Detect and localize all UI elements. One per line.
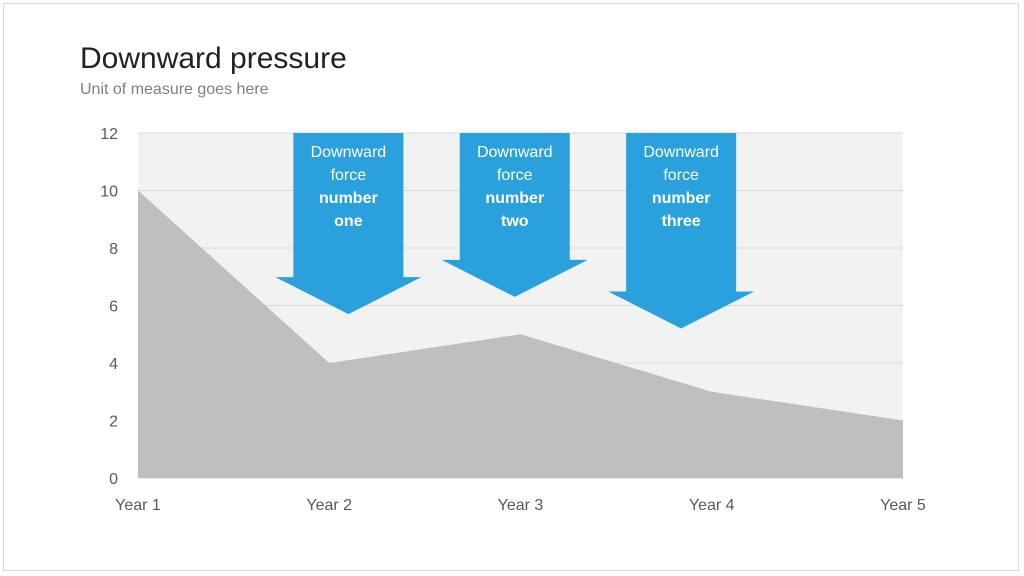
area-series [138, 190, 903, 478]
arrow-label-line: Downward [643, 144, 719, 161]
y-tick-label: 0 [109, 471, 118, 488]
y-axis-tick-labels: 0 2 4 6 8 10 12 [100, 126, 118, 488]
arrow-label-line: force [331, 167, 367, 184]
arrow-label-line: Downward [311, 144, 387, 161]
downward-arrow: Downward force number two [441, 133, 588, 297]
y-tick-label: 4 [109, 356, 118, 373]
y-tick-label: 2 [109, 414, 118, 431]
arrow-shape [441, 133, 588, 297]
arrow-shape [608, 133, 755, 329]
y-tick-label: 12 [100, 126, 118, 143]
arrow-label-line: Downward [477, 144, 553, 161]
arrow-label-line: one [334, 213, 363, 230]
y-tick-label: 8 [109, 241, 118, 258]
y-tick-label: 10 [100, 184, 118, 201]
arrow-label-line: number [485, 190, 544, 207]
downward-arrow: Downward force number one [275, 133, 422, 315]
arrow-label-line: force [663, 167, 699, 184]
arrow-label-line: number [652, 190, 711, 207]
x-axis-tick-labels: Year 1 Year 2 Year 3 Year 4 Year 5 [115, 497, 926, 514]
x-tick-label: Year 4 [689, 497, 735, 514]
slide-title: Downward pressure [80, 42, 347, 75]
downward-arrow: Downward force number three [608, 133, 755, 329]
arrow-label-line: two [501, 213, 529, 230]
arrow-label-line: three [662, 213, 701, 230]
arrow-label-line: force [497, 167, 533, 184]
y-tick-label: 6 [109, 299, 118, 316]
x-tick-label: Year 3 [498, 497, 544, 514]
x-tick-label: Year 1 [115, 497, 161, 514]
arrow-shape [275, 133, 422, 315]
arrow-label-line: number [319, 190, 378, 207]
x-tick-label: Year 2 [306, 497, 352, 514]
slide-subtitle: Unit of measure goes here [80, 81, 269, 98]
downward-force-arrows: Downward force number one Downward force numbe… [275, 133, 755, 329]
x-tick-label: Year 5 [880, 497, 926, 514]
